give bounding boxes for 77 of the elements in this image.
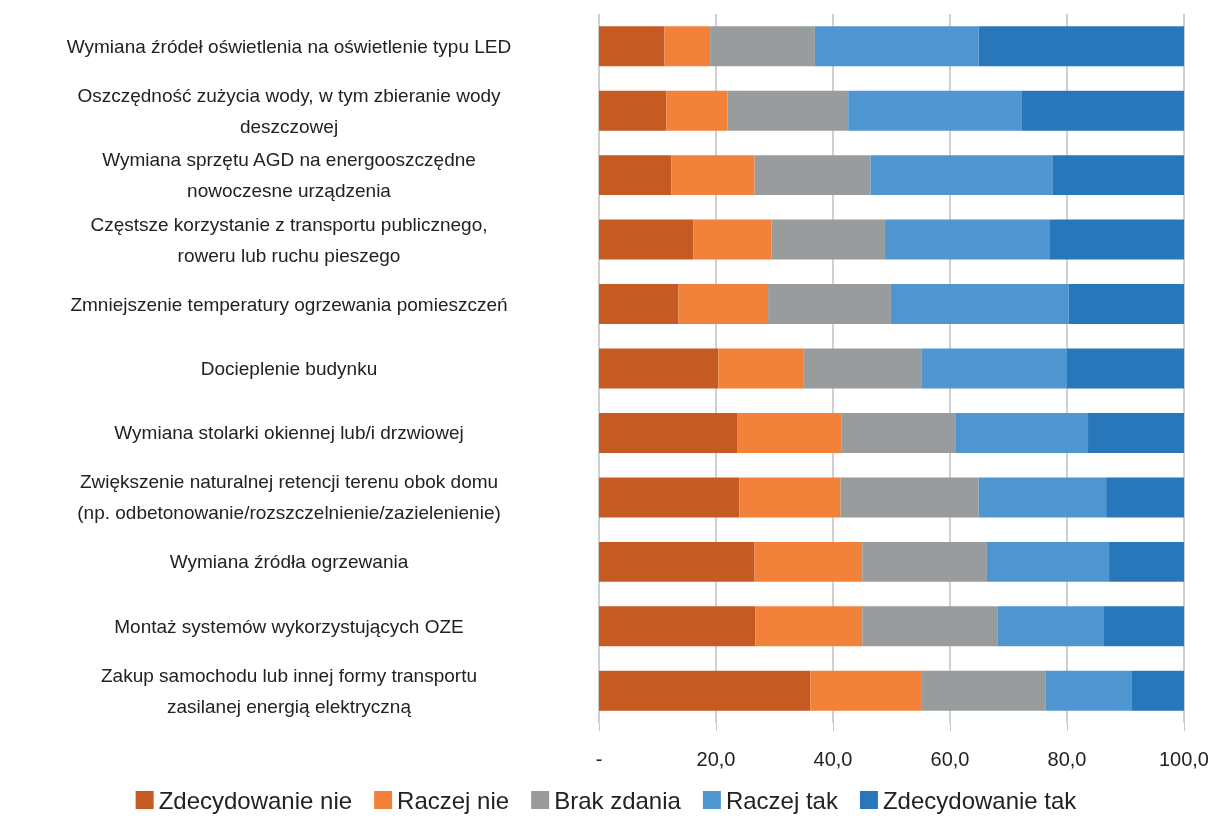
x-tick-label: 80,0 (1047, 748, 1087, 770)
bar (599, 155, 672, 196)
bar (664, 26, 711, 67)
bar (1066, 348, 1184, 389)
y-tick-label: Zmniejszenie temperatury ogrzewania pomieszczeń (70, 293, 508, 315)
bar (599, 26, 665, 67)
bar (718, 348, 804, 389)
bar (739, 477, 841, 518)
y-tick-label: Wymiana sprzętu AGD na energooszczędne nowoczesne urządzenia (102, 149, 476, 202)
bar (1088, 412, 1184, 453)
y-tick-label: Wymiana źródła ogrzewania (169, 551, 409, 573)
x-tick-label: 60,0 (930, 748, 970, 770)
x-tick-label: 40,0 (813, 748, 853, 770)
bar (666, 90, 728, 131)
y-tick-label: Docieplenie budynku (200, 358, 378, 379)
bar (693, 219, 772, 260)
bar (1050, 219, 1184, 260)
bar (599, 348, 719, 389)
bar (737, 412, 842, 453)
y-tick-label: Wymiana źródeł oświetlenia na oświetlenie typu LED (66, 35, 512, 57)
bar (599, 670, 811, 711)
bar (997, 606, 1104, 647)
bar (754, 541, 863, 582)
legend-label: Zdecydowanie nie (158, 786, 353, 814)
bar (885, 219, 1051, 260)
y-tick-label: Zwiększenie naturalnej retencji terenu obok domu (np. odbetonowanie/rozszczelnienie/zazielenienie) (77, 471, 501, 524)
bar (1021, 90, 1184, 131)
bar (921, 670, 1046, 711)
bar (599, 541, 755, 582)
bar (841, 412, 956, 453)
bar (1068, 284, 1184, 325)
bar (848, 90, 1022, 131)
bar (754, 155, 871, 196)
bar (1052, 155, 1184, 196)
bar (810, 670, 922, 711)
bar (599, 606, 756, 647)
bar (599, 90, 667, 131)
bar (768, 284, 891, 325)
bar (671, 155, 755, 196)
bar (862, 606, 998, 647)
bar (1131, 670, 1184, 711)
bar (771, 219, 886, 260)
bar (840, 477, 979, 518)
bar (599, 412, 738, 453)
legend-label: Zdecydowanie tak (882, 786, 1078, 814)
bar (978, 26, 1184, 67)
bar (727, 90, 849, 131)
bar (599, 219, 694, 260)
y-tick-label: Zakup samochodu lub innej formy transportu zasilanej energią elektryczną (101, 664, 477, 717)
y-tick-label: Wymiana stolarki okiennej lub/i drzwiowej (114, 422, 464, 444)
legend-label: Brak zdania (554, 786, 682, 814)
bar (710, 26, 815, 67)
bar (599, 477, 740, 518)
bar (1103, 606, 1184, 647)
bar (1106, 477, 1184, 518)
legend-label: Raczej nie (397, 786, 510, 814)
y-tick-label: Oszczędność zużycia wody, w tym zbieranie wody deszczowej (77, 84, 502, 137)
x-tick-label: - (595, 748, 603, 770)
bar (755, 606, 863, 647)
y-tick-label: Częstsze korzystanie z transportu publicznego, roweru lub ruchu pieszego (90, 213, 488, 266)
x-tick-label: 20,0 (696, 748, 736, 770)
x-tick-label: 100,0 (1158, 748, 1210, 770)
bar (955, 412, 1089, 453)
bar (803, 348, 922, 389)
bar (986, 541, 1110, 582)
bar (1045, 670, 1132, 711)
bar (870, 155, 1053, 196)
bar (678, 284, 769, 325)
legend-label: Raczej tak (725, 786, 839, 814)
bar (599, 284, 679, 325)
y-tick-label: Montaż systemów wykorzystujących OZE (114, 615, 464, 637)
bar (814, 26, 979, 67)
bar (978, 477, 1107, 518)
bar (1109, 541, 1184, 582)
bar (921, 348, 1067, 389)
bar (862, 541, 987, 582)
bar (890, 284, 1069, 325)
